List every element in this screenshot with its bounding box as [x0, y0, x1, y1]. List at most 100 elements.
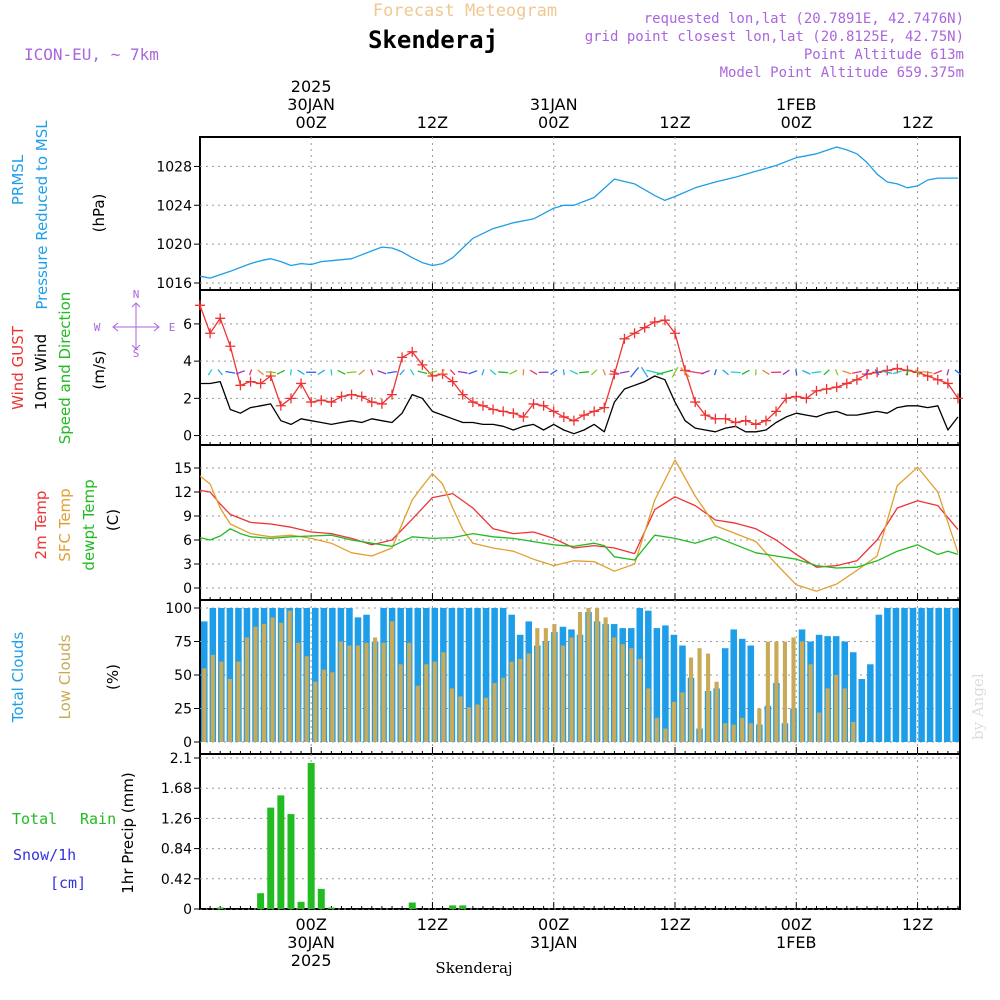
- wind-direction-arrow: [882, 370, 893, 374]
- low-cloud-bar: [424, 664, 429, 742]
- wind-gust-point: [568, 415, 579, 426]
- low-cloud-bar: [501, 677, 506, 742]
- wind-direction-arrow: [409, 369, 415, 376]
- low-cloud-bar: [586, 608, 591, 742]
- low-cloud-bar: [330, 672, 335, 742]
- y-tick-label: 1024: [156, 198, 192, 214]
- bottom-time-label: 12Z: [417, 915, 448, 934]
- wind-direction-arrow: [579, 371, 590, 374]
- low-cloud-bar: [347, 645, 352, 742]
- low-cloud-bar: [603, 617, 608, 742]
- wind-direction-arrow: [874, 369, 880, 376]
- low-cloud-bar: [654, 717, 659, 742]
- prmsl-label: PRMSL: [9, 154, 27, 205]
- bottom-location-label: Skenderaj: [435, 959, 512, 977]
- compass-west: W: [94, 321, 101, 334]
- wind-gust-point: [488, 404, 499, 415]
- rain-bar: [267, 807, 275, 909]
- bottom-time-label: 12Z: [659, 915, 690, 934]
- low-cloud-bar: [458, 696, 463, 742]
- wind-gust-point: [609, 369, 620, 380]
- gridpoint-lonlat: grid point closest lon,lat (20.8125E, 42…: [585, 29, 964, 45]
- wind-gust-point: [902, 365, 913, 376]
- wind-direction-arrow: [449, 369, 456, 376]
- wind-10m-label: 10m Wind: [32, 334, 50, 410]
- total-cloud-bar: [730, 629, 737, 742]
- low-cloud-bar: [757, 708, 762, 742]
- y-tick-label: 0: [183, 902, 192, 918]
- wind-direction-arrow: [922, 370, 933, 374]
- low-cloud-bar: [518, 658, 523, 742]
- low-cloud-bar: [244, 637, 250, 742]
- total-cloud-bar: [457, 608, 464, 742]
- wind-direction-arrow: [722, 369, 729, 376]
- wind-direction-arrow: [914, 369, 921, 376]
- wind-gust-point: [851, 374, 862, 385]
- rain-bar: [216, 907, 224, 910]
- wind-direction-arrow: [387, 370, 397, 374]
- wind-gust-point: [285, 393, 296, 404]
- wind-gust-point: [225, 341, 236, 352]
- bottom-time-label: 2025: [291, 951, 332, 970]
- wind-gust-point: [690, 397, 701, 408]
- total-cloud-bar: [884, 608, 891, 742]
- bottom-time-label: 30JAN: [287, 933, 335, 952]
- low-cloud-bar: [261, 624, 267, 742]
- top-time-label: 00Z: [296, 113, 327, 132]
- low-cloud-bar: [637, 658, 642, 742]
- low-cloud-bar: [671, 701, 677, 742]
- wind-direction-arrow: [225, 370, 236, 374]
- location-title: Skenderaj: [368, 26, 498, 54]
- y-tick-label: 4: [183, 354, 192, 370]
- wind-gust-point: [760, 415, 771, 426]
- low-cloud-bar: [372, 637, 378, 742]
- wind-direction-arrow: [346, 371, 357, 374]
- low-cloud-bar: [398, 664, 403, 742]
- wind-gust-point: [376, 398, 387, 409]
- low-cloud-bar: [313, 681, 318, 742]
- wind-direction-arrow: [795, 369, 798, 376]
- wind-direction-arrow: [289, 369, 292, 376]
- low-cloud-bar: [825, 688, 830, 742]
- low-cloud-bar: [663, 728, 668, 742]
- total-cloud-bar: [952, 608, 959, 742]
- total-cloud-bar: [670, 634, 678, 742]
- wind-direction-arrow: [235, 370, 245, 375]
- forecast-title: Forecast Meteogram: [373, 1, 557, 21]
- wind-direction-arrow: [337, 369, 346, 375]
- model-label: ICON-EU, ~ 7km: [24, 45, 159, 64]
- wind-gust-point: [356, 391, 367, 402]
- low-cloud-bar: [338, 641, 343, 742]
- wind-gust-point: [750, 419, 761, 430]
- low-cloud-bar: [577, 612, 583, 742]
- wind-direction-arrow: [297, 369, 305, 376]
- temp-2m-label: 2m Temp: [32, 491, 50, 560]
- wind-gust-point: [477, 400, 488, 411]
- wind-direction-arrow: [358, 369, 365, 376]
- point-altitude: Point Altitude 613m: [804, 47, 964, 63]
- wind-direction-arrow: [686, 370, 705, 375]
- wind-direction-arrow: [680, 367, 690, 378]
- low-cloud-bar: [321, 669, 326, 742]
- total-cloud-bar: [858, 679, 866, 742]
- wind-direction-arrow: [946, 369, 950, 376]
- wind-gust-line: [199, 305, 959, 426]
- low-cloud-bar: [441, 652, 446, 742]
- temp-dewpt-line: [199, 528, 959, 569]
- wind-gust-point: [346, 389, 357, 400]
- low-cloud-bar: [210, 654, 215, 742]
- rain-bar: [327, 907, 335, 910]
- low-cloud-bar: [509, 661, 514, 742]
- total-cloud-bar: [926, 608, 934, 742]
- compass-rose: N S W E: [94, 288, 176, 360]
- low-cloud-bar: [287, 610, 292, 742]
- low-cloud-bar: [595, 608, 600, 742]
- temp-dewpt-label: dewpt Temp: [80, 479, 98, 570]
- y-tick-label: 1.68: [161, 781, 192, 797]
- top-time-label: 00Z: [781, 113, 812, 132]
- total-cloud-bar: [849, 652, 857, 742]
- pressure-unit-label: (hPa): [90, 194, 108, 233]
- wind-gust-point: [639, 322, 650, 333]
- low-cloud-bar: [381, 642, 386, 742]
- low-cloud-bar: [723, 723, 728, 742]
